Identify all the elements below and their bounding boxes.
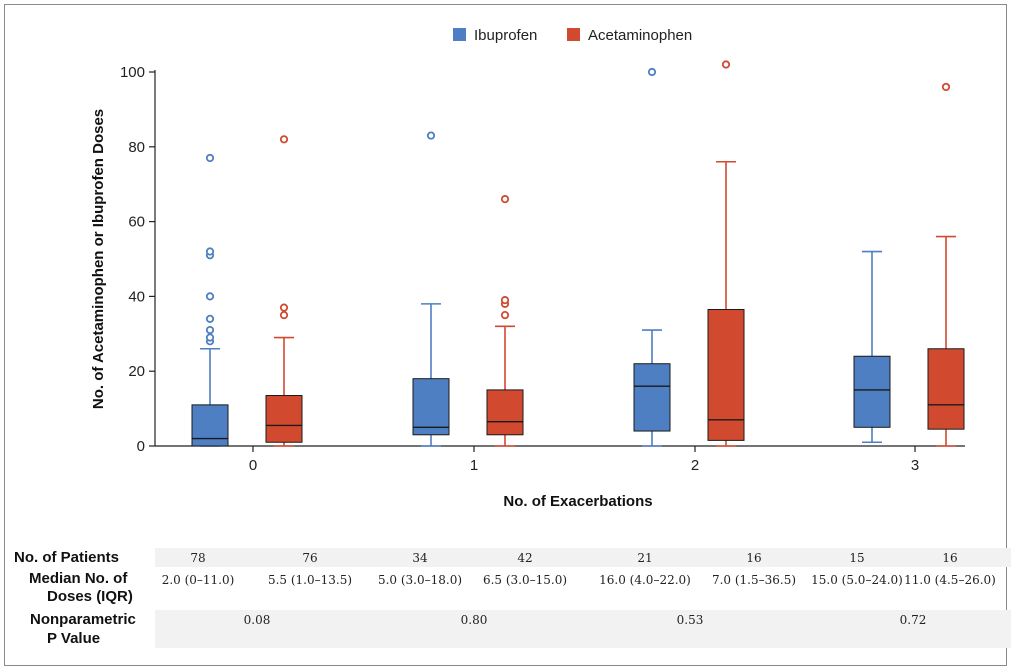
outlier-point	[205, 153, 215, 163]
y-tick-label: 60	[128, 214, 145, 231]
y-tick-label: 100	[120, 64, 145, 81]
patients-cell: 16	[746, 551, 762, 565]
box-ibuprofen-2	[633, 67, 671, 447]
box-acetaminophen-2	[707, 60, 745, 447]
outlier-point	[500, 310, 510, 320]
box-acetaminophen-0	[265, 135, 303, 447]
median-row-label-1: Median No. of	[29, 570, 128, 587]
x-tick-label: 1	[470, 457, 478, 474]
legend-swatch-acetaminophen	[567, 28, 580, 41]
y-tick-label: 40	[128, 288, 145, 305]
pvalue-row-label-1: Nonparametric	[30, 611, 136, 628]
outlier-point	[500, 296, 510, 305]
median-cell: 16.0 (4.0–22.0)	[599, 573, 691, 587]
pvalue-row-bg	[155, 610, 1011, 648]
box-ibuprofen-3	[853, 250, 891, 444]
iqr-box	[486, 389, 524, 436]
outlier-point	[205, 247, 215, 256]
x-tick-label: 3	[911, 457, 919, 474]
outlier-point	[279, 303, 289, 312]
iqr-box	[853, 355, 891, 428]
y-axis-label: No. of Acetaminophen or Ibuprofen Doses	[90, 109, 107, 409]
patients-cell: 15	[849, 551, 865, 565]
box-ibuprofen-0	[191, 153, 229, 447]
iqr-box	[191, 404, 229, 447]
median-cell: 7.0 (1.5–36.5)	[711, 573, 797, 587]
outlier-point	[647, 67, 657, 77]
median-cell: 11.0 (4.5–26.0)	[904, 573, 996, 587]
patients-cell: 76	[302, 551, 318, 565]
patients-cell: 21	[637, 551, 653, 565]
iqr-box	[633, 363, 671, 432]
box-acetaminophen-3	[927, 82, 965, 447]
pvalue-cell: 0.80	[460, 613, 488, 627]
y-tick-label: 80	[128, 139, 145, 156]
box-plot-chart: Ibuprofen Acetaminophen No. of Acetamino…	[90, 27, 965, 510]
iqr-box	[412, 378, 450, 436]
patients-cell: 34	[412, 551, 428, 565]
patients-row-bg	[155, 548, 1011, 567]
box-acetaminophen-1	[486, 195, 524, 447]
patients-cell: 42	[517, 551, 533, 565]
median-cell: 2.0 (0–11.0)	[161, 573, 235, 587]
iqr-box	[927, 348, 965, 430]
outlier-point	[205, 314, 215, 323]
iqr-box	[707, 308, 745, 441]
pvalue-cell: 0.72	[899, 613, 927, 627]
outlier-point	[500, 195, 510, 204]
patients-cell: 78	[190, 551, 206, 565]
y-tick-label: 20	[128, 363, 145, 380]
x-tick-label: 0	[249, 457, 257, 474]
legend-swatch-ibuprofen	[453, 28, 466, 41]
median-cell: 6.5 (3.0–15.0)	[482, 573, 568, 587]
outlier-point	[426, 131, 436, 140]
outlier-point	[721, 60, 731, 69]
outlier-point	[205, 325, 215, 335]
legend-label-acetaminophen: Acetaminophen	[588, 27, 692, 44]
outlier-point	[279, 310, 289, 320]
y-tick-label: 0	[137, 438, 145, 455]
plot-area	[191, 60, 965, 447]
iqr-box	[265, 395, 303, 443]
pvalue-cell: 0.08	[243, 613, 271, 627]
median-cell: 5.0 (3.0–18.0)	[377, 573, 463, 587]
pvalue-row-label-2: P Value	[47, 630, 101, 647]
median-cell: 5.5 (1.0–13.5)	[267, 573, 353, 587]
outlier-point	[279, 135, 289, 144]
median-row-label-2: Doses (IQR)	[47, 588, 133, 605]
legend-label-ibuprofen: Ibuprofen	[474, 27, 537, 44]
patients-row-label: No. of Patients	[14, 549, 120, 566]
pvalue-cell: 0.53	[676, 613, 704, 627]
box-ibuprofen-1	[412, 131, 450, 447]
legend: Ibuprofen Acetaminophen	[453, 27, 692, 44]
patients-cell: 16	[942, 551, 958, 565]
outlier-point	[941, 82, 951, 92]
outlier-point	[205, 333, 215, 342]
median-cell: 15.0 (5.0–24.0)	[811, 573, 903, 587]
x-axis-label: No. of Exacerbations	[503, 493, 652, 510]
x-tick-label: 2	[691, 457, 699, 474]
outlier-point	[205, 292, 215, 301]
axes: 0 20 40 60 80 100 0 1 2 3	[120, 64, 965, 474]
